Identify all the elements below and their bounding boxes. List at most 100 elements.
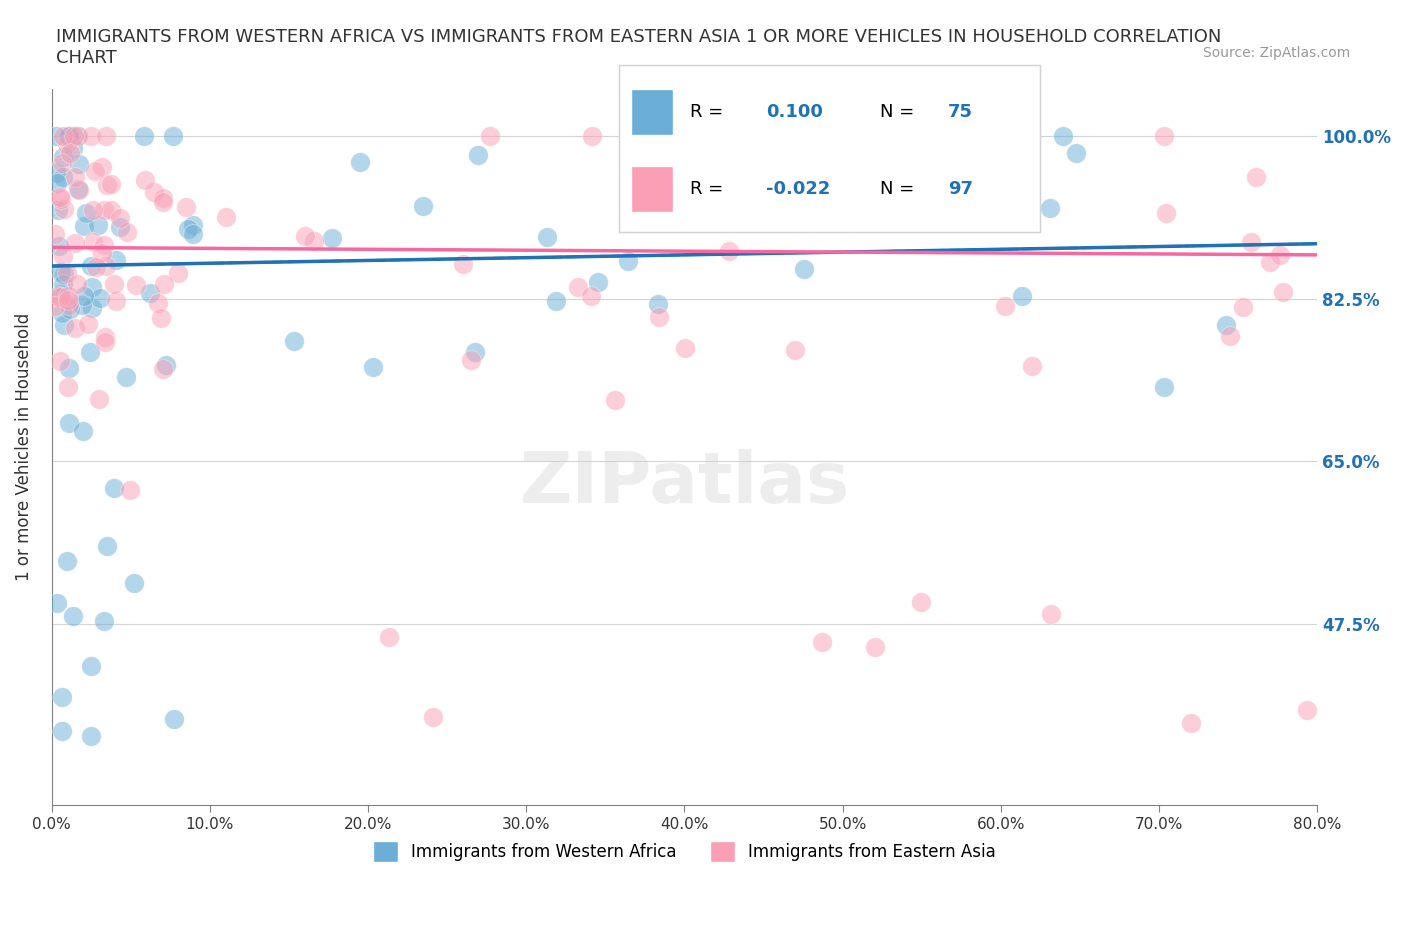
Immigrants from Eastern Asia: [460, 352, 482, 367]
Text: Source: ZipAtlas.com: Source: ZipAtlas.com: [1202, 46, 1350, 60]
Immigrants from Eastern Asia: [658, 214, 681, 229]
Immigrants from Western Africa: [46, 595, 69, 610]
Immigrants from Eastern Asia: [93, 335, 115, 350]
Immigrants from Western Africa: [48, 239, 70, 254]
Immigrants from Eastern Asia: [93, 237, 115, 252]
Immigrants from Eastern Asia: [66, 276, 89, 291]
Immigrants from Eastern Asia: [1154, 206, 1177, 220]
Immigrants from Eastern Asia: [451, 257, 474, 272]
Immigrants from Eastern Asia: [1296, 702, 1319, 717]
Immigrants from Western Africa: [72, 423, 94, 438]
Immigrants from Eastern Asia: [51, 155, 73, 170]
Immigrants from Western Africa: [45, 166, 67, 180]
Immigrants from Eastern Asia: [152, 362, 174, 377]
Immigrants from Eastern Asia: [56, 379, 79, 394]
Text: R =: R =: [690, 180, 730, 198]
Immigrants from Western Africa: [1064, 145, 1087, 160]
Immigrants from Eastern Asia: [994, 192, 1017, 206]
Immigrants from Eastern Asia: [1180, 716, 1202, 731]
Immigrants from Eastern Asia: [84, 259, 107, 274]
Immigrants from Western Africa: [321, 231, 343, 246]
Immigrants from Eastern Asia: [811, 635, 834, 650]
Immigrants from Western Africa: [49, 286, 72, 301]
Immigrants from Eastern Asia: [1244, 169, 1267, 184]
Immigrants from Eastern Asia: [49, 192, 72, 206]
Immigrants from Eastern Asia: [124, 277, 146, 292]
Immigrants from Western Africa: [58, 360, 80, 375]
Text: -0.022: -0.022: [766, 180, 831, 198]
Immigrants from Eastern Asia: [1232, 300, 1254, 315]
Immigrants from Eastern Asia: [52, 128, 75, 143]
Text: N =: N =: [880, 180, 920, 198]
Immigrants from Western Africa: [114, 370, 136, 385]
FancyBboxPatch shape: [631, 166, 673, 212]
Immigrants from Eastern Asia: [56, 265, 79, 280]
Immigrants from Eastern Asia: [58, 146, 80, 161]
Immigrants from Western Africa: [82, 300, 104, 315]
Immigrants from Western Africa: [58, 128, 80, 143]
Immigrants from Eastern Asia: [673, 340, 696, 355]
Immigrants from Western Africa: [87, 218, 110, 232]
Immigrants from Eastern Asia: [120, 482, 142, 497]
Immigrants from Eastern Asia: [48, 353, 70, 368]
Immigrants from Western Africa: [1215, 318, 1237, 333]
Immigrants from Eastern Asia: [148, 296, 170, 311]
Immigrants from Western Africa: [1011, 288, 1033, 303]
Immigrants from Eastern Asia: [56, 289, 79, 304]
FancyBboxPatch shape: [631, 88, 673, 136]
Immigrants from Eastern Asia: [166, 265, 188, 280]
Immigrants from Eastern Asia: [91, 246, 114, 260]
Immigrants from Eastern Asia: [302, 233, 325, 248]
Immigrants from Eastern Asia: [67, 182, 90, 197]
Immigrants from Eastern Asia: [567, 280, 589, 295]
Immigrants from Eastern Asia: [44, 299, 66, 313]
Immigrants from Eastern Asia: [863, 640, 886, 655]
Immigrants from Western Africa: [75, 206, 97, 221]
Immigrants from Eastern Asia: [63, 235, 86, 250]
Immigrants from Eastern Asia: [108, 211, 131, 226]
Immigrants from Western Africa: [183, 218, 205, 232]
Immigrants from Eastern Asia: [100, 177, 122, 192]
Immigrants from Western Africa: [80, 729, 103, 744]
Immigrants from Western Africa: [80, 259, 103, 273]
Text: 97: 97: [948, 180, 973, 198]
Immigrants from Eastern Asia: [647, 310, 669, 325]
Immigrants from Eastern Asia: [82, 234, 104, 249]
Immigrants from Eastern Asia: [785, 342, 807, 357]
Immigrants from Western Africa: [51, 689, 73, 704]
Immigrants from Eastern Asia: [48, 288, 70, 303]
Text: 0.100: 0.100: [766, 103, 823, 121]
Immigrants from Eastern Asia: [215, 209, 238, 224]
Immigrants from Western Africa: [96, 538, 118, 553]
Immigrants from Eastern Asia: [94, 259, 117, 273]
Immigrants from Western Africa: [544, 293, 567, 308]
Immigrants from Eastern Asia: [1039, 606, 1062, 621]
Immigrants from Western Africa: [155, 357, 177, 372]
Immigrants from Western Africa: [139, 286, 162, 300]
Immigrants from Eastern Asia: [1268, 247, 1291, 262]
Immigrants from Eastern Asia: [83, 164, 105, 179]
Immigrants from Western Africa: [177, 222, 200, 237]
Immigrants from Eastern Asia: [153, 276, 176, 291]
Immigrants from Eastern Asia: [94, 330, 117, 345]
Immigrants from Western Africa: [536, 229, 558, 244]
Immigrants from Eastern Asia: [56, 293, 79, 308]
Immigrants from Eastern Asia: [62, 128, 84, 143]
Immigrants from Western Africa: [70, 298, 93, 312]
Immigrants from Eastern Asia: [378, 630, 401, 644]
Immigrants from Eastern Asia: [1021, 359, 1043, 374]
Immigrants from Eastern Asia: [56, 137, 79, 152]
Immigrants from Eastern Asia: [942, 144, 965, 159]
Immigrants from Western Africa: [110, 219, 132, 234]
Immigrants from Eastern Asia: [96, 178, 118, 193]
Immigrants from Western Africa: [162, 128, 184, 143]
Immigrants from Eastern Asia: [718, 244, 741, 259]
Immigrants from Eastern Asia: [152, 191, 174, 206]
Immigrants from Eastern Asia: [294, 229, 316, 244]
Immigrants from Eastern Asia: [579, 288, 602, 303]
Immigrants from Eastern Asia: [48, 189, 70, 204]
Text: N =: N =: [880, 103, 920, 121]
Immigrants from Western Africa: [647, 297, 669, 312]
Immigrants from Western Africa: [73, 219, 96, 233]
Immigrants from Eastern Asia: [82, 203, 104, 218]
